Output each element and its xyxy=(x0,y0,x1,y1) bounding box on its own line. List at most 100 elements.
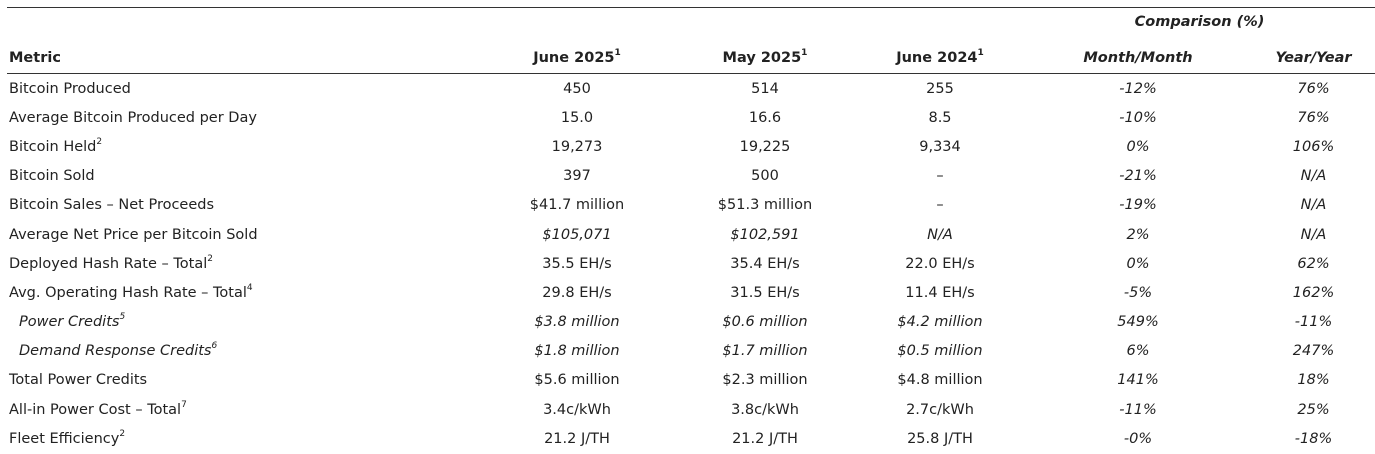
column-header: May 20251 xyxy=(674,36,856,74)
value-cell: 62% xyxy=(1297,255,1330,272)
metric-label: Avg. Operating Hash Rate – Total xyxy=(9,284,247,301)
data-row: Deployed Hash Rate – Total2 35.5 EH/s 35.4… xyxy=(7,249,1375,278)
value-cell: 35.5 EH/s xyxy=(542,255,612,272)
data-row: Bitcoin Sold 397 500 – -21% N/A xyxy=(7,162,1375,191)
value-cell: 8.5 xyxy=(928,109,952,126)
value-cell: 106% xyxy=(1292,138,1335,155)
data-row: Demand Response Credits6 $1.8 million $1.7… xyxy=(7,337,1375,366)
value-cell: -12% xyxy=(1119,80,1157,97)
value-cell: 21.2 J/TH xyxy=(732,430,798,447)
value-cell: 6% xyxy=(1126,343,1150,360)
value-cell: 247% xyxy=(1292,343,1335,360)
metrics-table: Comparison (%) Metric June 20251 May 20251… xyxy=(7,7,1375,453)
value-cell: 549% xyxy=(1117,314,1159,331)
column-header: Month/Month xyxy=(1024,36,1252,74)
metric-cell: Avg. Operating Hash Rate – Total4 xyxy=(7,278,480,307)
table-body: Comparison (%) Metric June 20251 May 20251… xyxy=(7,7,1375,454)
column-header: Metric xyxy=(7,36,480,74)
value-cell: N/A xyxy=(1300,226,1327,243)
value-cell: $1.7 million xyxy=(722,343,808,360)
column-label: Metric xyxy=(9,50,61,66)
value-cell: N/A xyxy=(1300,168,1327,185)
value-cell: 0% xyxy=(1126,138,1150,155)
column-label: June 2024 xyxy=(896,50,978,66)
data-row: All-in Power Cost – Total7 3.4c/kWh 3.8c/k… xyxy=(7,395,1375,424)
value-cell: 2% xyxy=(1126,226,1150,243)
value-cell: $2.3 million xyxy=(722,372,808,389)
value-cell: $41.7 million xyxy=(529,197,625,214)
value-cell: N/A xyxy=(927,226,953,243)
metric-cell: Bitcoin Sold xyxy=(7,162,480,191)
value-cell: 2.7c/kWh xyxy=(906,401,974,418)
blank-cell xyxy=(7,7,1024,36)
value-cell: 21.2 J/TH xyxy=(544,430,610,447)
value-cell: $0.6 million xyxy=(722,314,808,331)
value-cell: $51.3 million xyxy=(717,197,813,214)
value-cell: 255 xyxy=(926,80,954,97)
metric-label: Average Net Price per Bitcoin Sold xyxy=(9,226,258,243)
value-cell: 15.0 xyxy=(560,109,594,126)
metric-cell: Bitcoin Produced xyxy=(7,74,480,104)
value-cell: $0.5 million xyxy=(897,343,983,360)
column-label: Month/Month xyxy=(1083,50,1193,66)
metric-label: Bitcoin Sold xyxy=(9,168,95,185)
value-cell: 500 xyxy=(751,168,779,185)
metric-label: Power Credits xyxy=(19,314,120,331)
data-row: Fleet Efficiency2 21.2 J/TH 21.2 J/TH 25.8 … xyxy=(7,424,1375,453)
metric-cell: Deployed Hash Rate – Total2 xyxy=(7,249,480,278)
value-cell: 31.5 EH/s xyxy=(730,284,800,301)
metric-label: Fleet Efficiency xyxy=(9,430,120,447)
column-header: June 20241 xyxy=(856,36,1024,74)
footnote-ref: 2 xyxy=(96,136,103,147)
value-cell: $4.8 million xyxy=(897,372,983,389)
column-label: May 2025 xyxy=(722,50,802,66)
value-cell: -11% xyxy=(1294,314,1333,331)
footnote-ref: 4 xyxy=(246,282,253,293)
value-cell: 3.8c/kWh xyxy=(731,401,799,418)
data-row: Total Power Credits $5.6 million $2.3 mill… xyxy=(7,366,1375,395)
value-cell: N/A xyxy=(1300,197,1327,214)
value-cell: -5% xyxy=(1123,284,1153,301)
value-cell: 3.4c/kWh xyxy=(543,401,611,418)
value-cell: 76% xyxy=(1297,80,1330,97)
value-cell: $4.2 million xyxy=(897,314,983,331)
value-cell: 11.4 EH/s xyxy=(905,284,975,301)
value-cell: 19,273 xyxy=(551,138,603,155)
value-cell: -19% xyxy=(1119,197,1157,214)
footnote-ref: 1 xyxy=(977,48,984,58)
value-cell: 0% xyxy=(1126,255,1150,272)
footnote-ref: 1 xyxy=(801,48,808,58)
value-cell: – xyxy=(936,168,944,185)
footnote-ref: 2 xyxy=(119,428,126,439)
value-cell: 35.4 EH/s xyxy=(730,255,800,272)
metric-label: Average Bitcoin Produced per Day xyxy=(9,109,257,126)
footnote-ref: 6 xyxy=(211,341,218,352)
metric-cell: Average Bitcoin Produced per Day xyxy=(7,103,480,132)
metric-label: Bitcoin Held xyxy=(9,138,97,155)
value-cell: 514 xyxy=(751,80,779,97)
column-header-row: Metric June 20251 May 20251 June 20241 Month… xyxy=(7,36,1375,74)
metric-cell: Bitcoin Held2 xyxy=(7,132,480,161)
column-label: Year/Year xyxy=(1275,50,1352,66)
footnote-ref: 5 xyxy=(119,312,126,323)
footnote-ref: 2 xyxy=(207,253,213,264)
metric-label: Deployed Hash Rate – Total xyxy=(9,255,208,272)
value-cell: $5.6 million xyxy=(534,372,620,389)
value-cell: 141% xyxy=(1117,372,1159,389)
value-cell: -18% xyxy=(1294,430,1333,447)
value-cell: 450 xyxy=(563,80,591,97)
value-cell: -10% xyxy=(1119,109,1157,126)
value-cell: 18% xyxy=(1297,372,1330,389)
value-cell: -21% xyxy=(1119,168,1157,185)
metric-cell: All-in Power Cost – Total7 xyxy=(7,395,480,424)
data-row: Avg. Operating Hash Rate – Total4 29.8 EH… xyxy=(7,278,1375,307)
value-cell: 76% xyxy=(1297,109,1330,126)
value-cell: 25% xyxy=(1297,401,1330,418)
data-row: Bitcoin Held2 19,273 19,225 9,334 0% 106% xyxy=(7,132,1375,161)
group-header: Comparison (%) xyxy=(1024,7,1375,36)
value-cell: -11% xyxy=(1119,401,1157,418)
column-label: June 2025 xyxy=(533,50,615,66)
footnote-ref: 1 xyxy=(614,48,621,58)
data-row: Average Bitcoin Produced per Day 15.0 16.6… xyxy=(7,103,1375,132)
